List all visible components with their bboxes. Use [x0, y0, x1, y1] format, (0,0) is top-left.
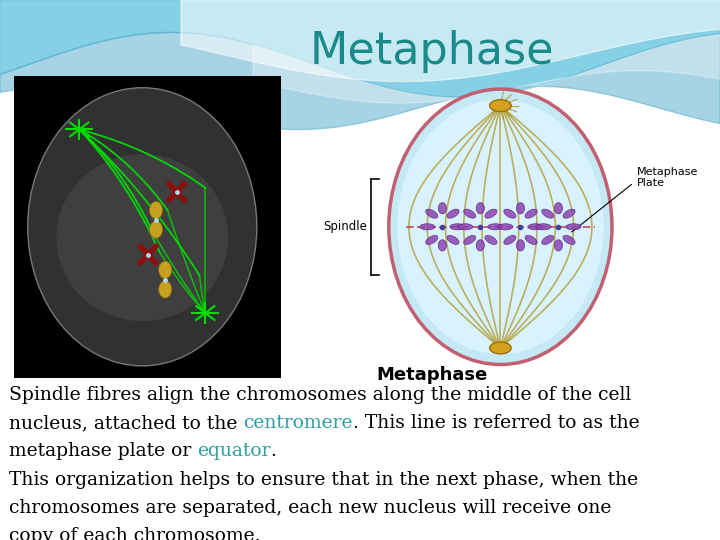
- Ellipse shape: [447, 209, 459, 218]
- Ellipse shape: [498, 224, 513, 230]
- Ellipse shape: [488, 224, 503, 230]
- Text: Metaphase
Plate: Metaphase Plate: [637, 166, 698, 188]
- Text: copy of each chromosome.: copy of each chromosome.: [9, 526, 260, 540]
- Ellipse shape: [536, 224, 551, 230]
- Ellipse shape: [426, 235, 438, 245]
- Text: chromosomes are separated, each new nucleus will receive one: chromosomes are separated, each new nucl…: [9, 498, 611, 517]
- Ellipse shape: [504, 209, 516, 218]
- Text: This organization helps to ensure that in the next phase, when the: This organization helps to ensure that i…: [9, 470, 638, 489]
- Ellipse shape: [485, 235, 497, 245]
- Ellipse shape: [528, 224, 543, 230]
- Ellipse shape: [56, 154, 228, 321]
- Ellipse shape: [525, 235, 537, 245]
- Ellipse shape: [490, 100, 511, 112]
- Ellipse shape: [516, 240, 525, 251]
- Ellipse shape: [563, 209, 575, 218]
- Ellipse shape: [158, 261, 171, 279]
- Ellipse shape: [490, 342, 511, 354]
- Ellipse shape: [525, 209, 537, 218]
- Ellipse shape: [485, 209, 497, 218]
- Ellipse shape: [397, 99, 603, 354]
- Ellipse shape: [464, 209, 476, 218]
- Ellipse shape: [447, 235, 459, 245]
- Ellipse shape: [389, 89, 612, 364]
- Ellipse shape: [563, 235, 575, 245]
- Text: nucleus, attached to the: nucleus, attached to the: [9, 414, 243, 433]
- Text: Spindle fibres align the chromosomes along the middle of the cell: Spindle fibres align the chromosomes alo…: [9, 386, 631, 404]
- Text: centromere: centromere: [243, 414, 353, 433]
- Ellipse shape: [438, 202, 446, 214]
- Ellipse shape: [464, 235, 476, 245]
- Bar: [14, 76, 281, 378]
- Ellipse shape: [541, 235, 554, 245]
- Ellipse shape: [541, 209, 554, 218]
- Text: Metaphase: Metaphase: [377, 366, 487, 384]
- Ellipse shape: [150, 221, 163, 238]
- Text: . This line is referred to as the: . This line is referred to as the: [353, 414, 639, 433]
- Ellipse shape: [158, 281, 171, 298]
- Ellipse shape: [554, 202, 562, 214]
- Text: Spindle: Spindle: [323, 220, 367, 233]
- Ellipse shape: [476, 202, 485, 214]
- Ellipse shape: [450, 224, 465, 230]
- Text: .: .: [271, 442, 276, 461]
- Ellipse shape: [438, 240, 446, 251]
- Ellipse shape: [27, 87, 257, 366]
- Ellipse shape: [566, 224, 581, 230]
- Text: Metaphase: Metaphase: [310, 30, 554, 73]
- Ellipse shape: [420, 224, 435, 230]
- Ellipse shape: [554, 240, 562, 251]
- Text: metaphase plate or: metaphase plate or: [9, 442, 197, 461]
- Ellipse shape: [426, 209, 438, 218]
- Ellipse shape: [516, 202, 525, 214]
- Ellipse shape: [150, 201, 163, 219]
- Ellipse shape: [458, 224, 473, 230]
- Ellipse shape: [476, 240, 485, 251]
- Ellipse shape: [504, 235, 516, 245]
- Text: equator: equator: [197, 442, 271, 461]
